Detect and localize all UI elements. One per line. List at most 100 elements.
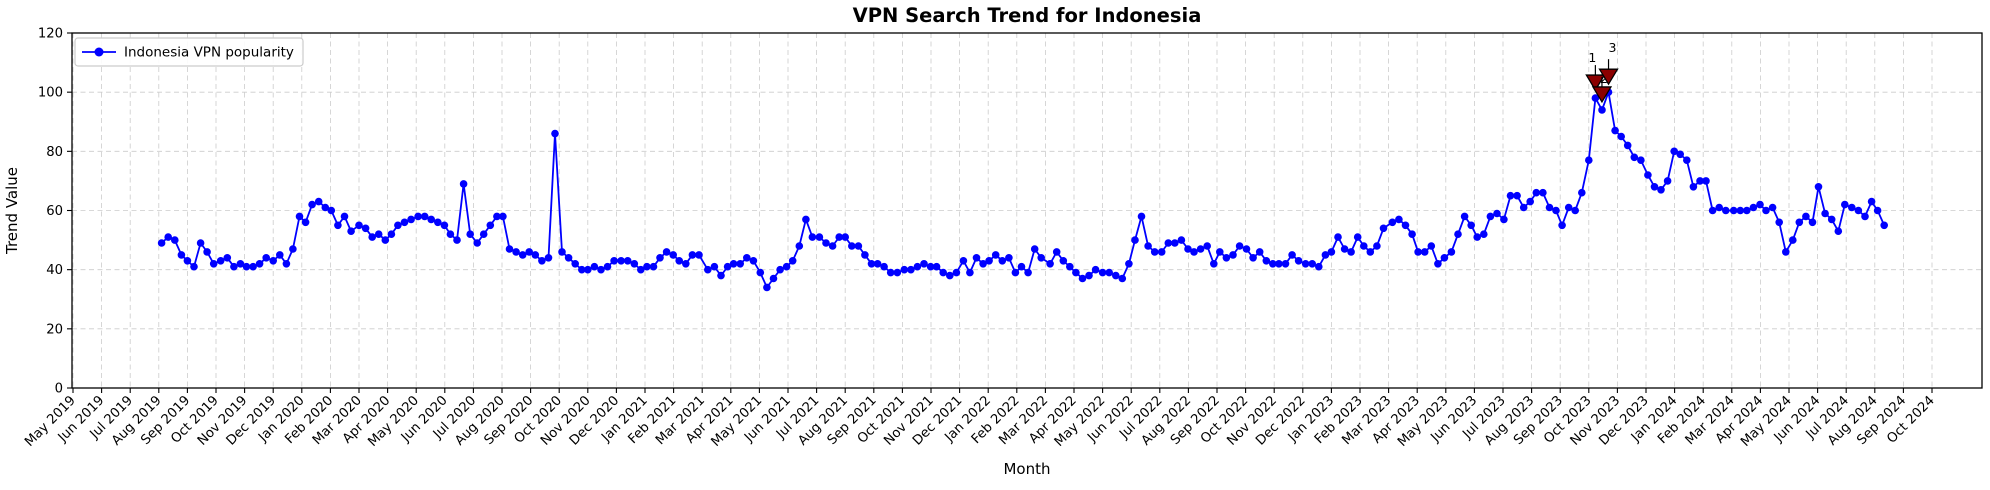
data-point bbox=[769, 274, 778, 283]
x-axis-label: Month bbox=[1003, 460, 1050, 478]
data-point bbox=[334, 221, 342, 230]
spike-annotation-1: 1 bbox=[1585, 50, 1606, 92]
data-point bbox=[1249, 253, 1257, 262]
data-point bbox=[1112, 271, 1120, 280]
data-point bbox=[1802, 212, 1810, 221]
data-point bbox=[242, 262, 251, 271]
data-point bbox=[1196, 245, 1205, 253]
data-point bbox=[1493, 209, 1501, 218]
data-point bbox=[939, 268, 947, 277]
data-point bbox=[493, 212, 501, 221]
data-point bbox=[1347, 248, 1355, 256]
data-point bbox=[966, 268, 974, 277]
data-point bbox=[564, 253, 573, 262]
data-point bbox=[1729, 206, 1738, 215]
data-point bbox=[157, 239, 166, 247]
data-point bbox=[623, 257, 632, 265]
data-point bbox=[381, 236, 390, 244]
data-point bbox=[446, 230, 455, 238]
data-point bbox=[394, 221, 402, 230]
data-point bbox=[1782, 248, 1790, 256]
data-point bbox=[1539, 188, 1547, 197]
data-point bbox=[1401, 221, 1410, 230]
data-point bbox=[603, 262, 612, 271]
data-point bbox=[1743, 206, 1751, 215]
data-point bbox=[1137, 212, 1146, 221]
data-point bbox=[1229, 251, 1237, 259]
data-point bbox=[1571, 206, 1579, 215]
data-point bbox=[1203, 242, 1211, 250]
data-point bbox=[959, 257, 968, 265]
data-point-markers bbox=[157, 88, 1888, 292]
data-point bbox=[525, 248, 533, 256]
data-point bbox=[835, 233, 843, 241]
data-point bbox=[985, 257, 993, 265]
data-point bbox=[1308, 260, 1316, 268]
data-point bbox=[1715, 203, 1723, 212]
data-point bbox=[1814, 183, 1823, 191]
data-point bbox=[340, 212, 349, 221]
data-point bbox=[1623, 141, 1632, 150]
data-point bbox=[704, 265, 712, 274]
data-point bbox=[972, 253, 981, 262]
data-point bbox=[1427, 242, 1436, 250]
data-point bbox=[1118, 274, 1127, 283]
data-point bbox=[1184, 245, 1192, 253]
data-point bbox=[223, 253, 232, 262]
data-point bbox=[1005, 253, 1013, 262]
data-point bbox=[1052, 248, 1061, 256]
data-point bbox=[1420, 248, 1429, 256]
data-point bbox=[1841, 200, 1849, 209]
data-point bbox=[1388, 218, 1397, 227]
data-point bbox=[991, 251, 1000, 259]
data-point bbox=[1637, 156, 1645, 164]
data-point bbox=[729, 260, 738, 268]
data-point bbox=[1473, 233, 1481, 241]
data-point bbox=[1017, 262, 1026, 271]
spike-annotation-2: 2 bbox=[1591, 71, 1613, 104]
data-point bbox=[723, 262, 732, 271]
data-point bbox=[269, 257, 278, 265]
data-point bbox=[688, 251, 697, 259]
data-point bbox=[1242, 245, 1251, 253]
data-point bbox=[427, 215, 436, 224]
data-point bbox=[1085, 271, 1093, 280]
data-point bbox=[368, 233, 377, 241]
data-point bbox=[880, 262, 888, 271]
data-point bbox=[466, 230, 475, 238]
data-point bbox=[1131, 236, 1139, 244]
data-point bbox=[1861, 212, 1869, 221]
data-point bbox=[828, 242, 837, 250]
y-tick-label: 0 bbox=[55, 382, 63, 397]
data-point bbox=[255, 260, 264, 268]
data-point bbox=[848, 242, 856, 250]
y-tick-label: 80 bbox=[46, 145, 63, 160]
data-point bbox=[1164, 239, 1173, 247]
data-point bbox=[1098, 268, 1107, 277]
spike-triangle-icon bbox=[1598, 68, 1619, 86]
data-point bbox=[1564, 203, 1573, 212]
data-point bbox=[1848, 203, 1856, 212]
data-point bbox=[630, 260, 639, 268]
data-point bbox=[1617, 132, 1625, 141]
data-point bbox=[203, 248, 211, 256]
data-point bbox=[499, 212, 507, 221]
data-point bbox=[1630, 153, 1639, 162]
data-point bbox=[907, 265, 915, 274]
data-point bbox=[1360, 242, 1368, 250]
data-point bbox=[1037, 253, 1045, 262]
y-tick-label: 40 bbox=[46, 263, 63, 278]
legend-marker-icon bbox=[94, 47, 104, 57]
data-point bbox=[308, 200, 316, 209]
data-point bbox=[230, 262, 238, 271]
data-point bbox=[1353, 233, 1362, 241]
data-point bbox=[1046, 260, 1054, 268]
data-point bbox=[164, 233, 172, 241]
data-point bbox=[756, 268, 765, 277]
data-point bbox=[1558, 221, 1566, 230]
data-point bbox=[512, 248, 520, 256]
data-point bbox=[1578, 188, 1586, 197]
data-point bbox=[1125, 260, 1133, 268]
data-point bbox=[183, 257, 192, 265]
spike-annotation-label: 1 bbox=[1588, 50, 1596, 65]
